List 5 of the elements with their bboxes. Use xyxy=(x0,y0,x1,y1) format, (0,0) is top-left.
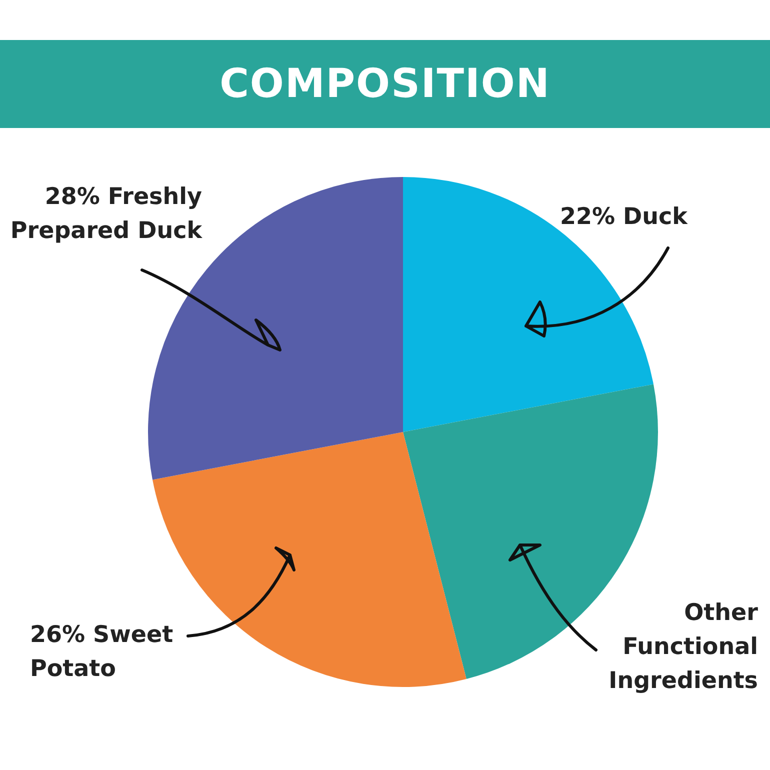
slice-label: 28% Freshly Prepared Duck xyxy=(9,183,202,246)
chart-title: COMPOSITION xyxy=(0,40,770,128)
slice-label: 22% Duck xyxy=(560,203,688,232)
slice-label: Other Functional Ingredients xyxy=(608,599,758,696)
slice-label: 26% Sweet Potato xyxy=(30,621,174,684)
